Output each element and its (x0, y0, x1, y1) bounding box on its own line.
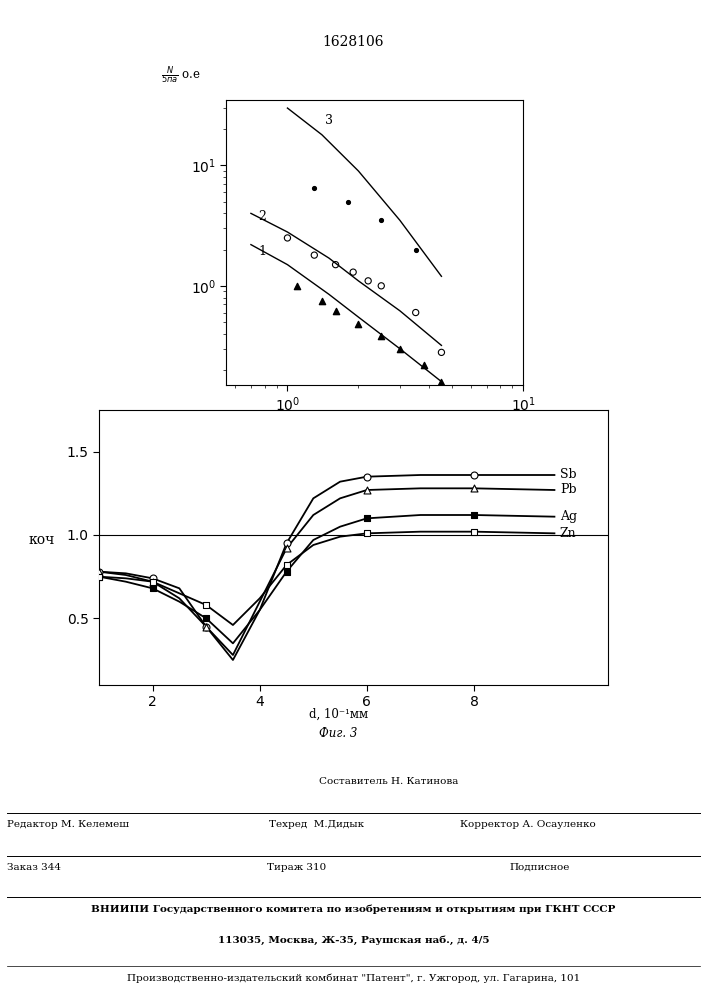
Text: Подписное: Подписное (509, 863, 569, 872)
Text: T'i о.е: T'i о.е (422, 415, 458, 428)
Text: 1: 1 (258, 245, 266, 258)
Point (281, 535, 292, 551)
Text: ВНИИПИ Государственного комитета по изобретениям и открытиям при ГКНТ СССР: ВНИИПИ Государственного комитета по изоб… (91, 904, 616, 914)
Point (201, 619, 212, 635)
Point (147, 570, 158, 586)
Point (469, 524, 480, 540)
Point (282, 230, 293, 246)
Text: Фиг. 2: Фиг. 2 (281, 415, 320, 428)
Text: d, 10⁻¹мм: d, 10⁻¹мм (309, 708, 368, 721)
Point (375, 212, 387, 228)
Point (375, 278, 387, 294)
Text: 113035, Москва, Ж-35, Раушская наб., д. 4/5: 113035, Москва, Ж-35, Раушская наб., д. … (218, 935, 489, 945)
Point (147, 574, 158, 590)
Text: Zn: Zn (560, 527, 576, 540)
Point (281, 564, 292, 580)
Point (309, 180, 320, 196)
Text: Pb: Pb (560, 483, 576, 496)
Text: Фиг. 3: Фиг. 3 (319, 727, 358, 740)
Point (469, 507, 480, 523)
Point (361, 469, 373, 485)
Text: Ag: Ag (560, 510, 577, 523)
Point (436, 344, 447, 360)
Y-axis label: коч: коч (28, 533, 54, 547)
Point (361, 510, 373, 526)
Point (469, 480, 480, 496)
Point (93, 569, 105, 585)
Point (342, 194, 354, 210)
Point (395, 341, 406, 357)
Point (469, 467, 480, 483)
Point (201, 597, 212, 613)
Point (330, 257, 341, 273)
Point (330, 303, 341, 319)
Point (309, 247, 320, 263)
Point (147, 574, 158, 590)
Point (410, 242, 421, 258)
Point (375, 328, 387, 344)
Text: 3: 3 (325, 114, 334, 127)
Text: Техред  М.Дидык: Техред М.Дидык (269, 820, 364, 829)
Text: Тираж 310: Тираж 310 (267, 863, 327, 872)
Text: Sb: Sb (560, 468, 576, 481)
Point (93, 564, 105, 580)
Point (361, 482, 373, 498)
Text: Корректор А. Осауленко: Корректор А. Осауленко (460, 820, 595, 829)
Point (348, 264, 359, 280)
Text: Составитель Н. Катинова: Составитель Н. Катинова (319, 777, 459, 786)
Point (410, 305, 421, 321)
Point (436, 374, 447, 390)
Point (201, 610, 212, 626)
Point (363, 273, 374, 289)
Text: Производственно-издательский комбинат "Патент", г. Ужгород, ул. Гагарина, 101: Производственно-издательский комбинат "П… (127, 974, 580, 983)
Point (281, 557, 292, 573)
Text: 1628106: 1628106 (323, 35, 384, 49)
Point (316, 293, 327, 309)
Point (281, 540, 292, 556)
Point (291, 278, 303, 294)
Point (93, 569, 105, 585)
Point (419, 357, 430, 373)
Point (201, 619, 212, 635)
Text: Редактор М. Келемеш: Редактор М. Келемеш (7, 820, 129, 829)
Point (147, 580, 158, 596)
Text: $\frac{N}{5па}$ о.е: $\frac{N}{5па}$ о.е (161, 64, 201, 86)
Point (361, 525, 373, 541)
Text: Заказ 344: Заказ 344 (7, 863, 61, 872)
Point (93, 564, 105, 580)
Text: 2: 2 (258, 210, 266, 223)
Point (353, 316, 364, 332)
